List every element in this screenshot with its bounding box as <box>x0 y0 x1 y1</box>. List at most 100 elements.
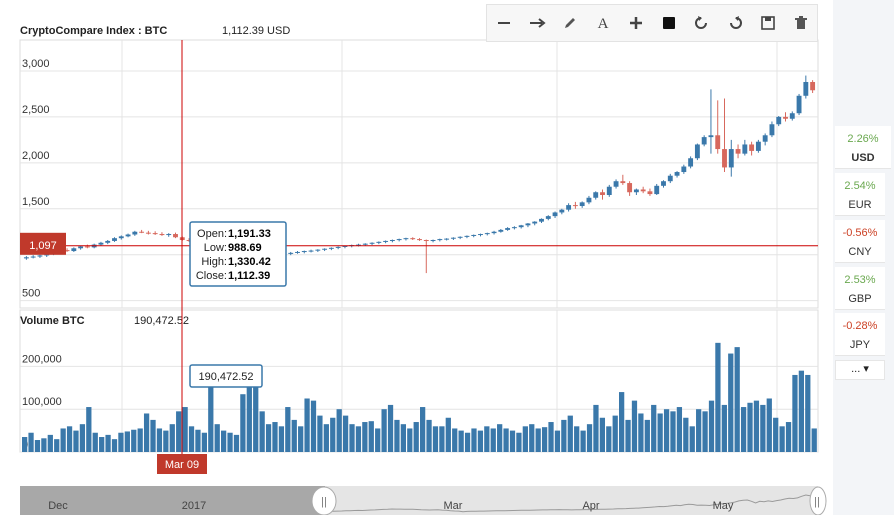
currency-item-usd[interactable]: 2.26% USD <box>835 126 891 169</box>
arrow-right-tool-button[interactable] <box>524 10 550 36</box>
minus-tool-button[interactable] <box>491 10 517 36</box>
volume-bar <box>272 422 278 452</box>
candle-body <box>532 221 538 224</box>
candle-body <box>139 231 145 233</box>
candle-body <box>810 81 816 91</box>
volume-series[interactable] <box>22 342 817 452</box>
volume-bar <box>169 424 175 452</box>
volume-bar <box>452 428 458 452</box>
volume-bar <box>599 417 606 452</box>
candle-body <box>681 166 687 173</box>
currency-item-cny[interactable]: -0.56% CNY <box>835 220 885 263</box>
volume-bar <box>702 411 708 452</box>
volume-bar <box>548 422 554 452</box>
navigator-handle-glyph: || <box>321 496 327 508</box>
candle-body <box>586 197 592 203</box>
candle-body <box>613 181 619 187</box>
volume-bar <box>387 404 394 452</box>
volume-bar <box>394 419 400 452</box>
undo-tool-button[interactable] <box>689 10 715 36</box>
volume-bar <box>676 407 683 452</box>
volume-bar <box>137 428 143 452</box>
crosshair: 1,097 Mar 09 <box>20 40 818 474</box>
volume-bar <box>490 428 496 452</box>
volume-bar <box>143 413 150 452</box>
candle-body <box>105 240 111 243</box>
tooltip-value: 1,112.39 <box>228 270 270 282</box>
candle-body <box>396 239 402 241</box>
volume-bar <box>586 424 593 452</box>
candle-body <box>742 144 748 154</box>
text-tool-button[interactable]: A <box>590 10 616 36</box>
candle-body <box>552 212 558 217</box>
candle-body <box>173 234 178 238</box>
volume-bar <box>535 428 541 452</box>
volume-bar <box>221 430 227 452</box>
square-icon <box>662 17 675 29</box>
volume-bar <box>760 404 766 452</box>
candle-body <box>688 158 694 167</box>
candle-body <box>362 243 368 245</box>
volume-bar <box>259 411 265 452</box>
redo-tool-button[interactable] <box>722 10 748 36</box>
more-currencies-button[interactable]: ... ▾ <box>835 360 885 380</box>
volume-bar <box>105 434 111 452</box>
navigator-handle-glyph: || <box>814 496 820 508</box>
navigator-left-handle[interactable] <box>311 486 337 515</box>
crosshair-date-flag <box>157 454 207 474</box>
volume-bar <box>413 422 419 452</box>
volume-bar <box>631 400 638 452</box>
candle-body <box>322 248 328 250</box>
volume-bar <box>201 432 208 452</box>
candle-body <box>627 183 633 193</box>
candle-body <box>606 186 612 195</box>
volume-bar <box>73 430 79 452</box>
candle-body <box>430 240 436 242</box>
volume-bar <box>439 426 445 452</box>
pencil-tool-button[interactable] <box>557 10 583 36</box>
currency-code: JPY <box>849 339 871 351</box>
volume-bar <box>670 411 676 452</box>
plus-tool-button[interactable] <box>623 10 649 36</box>
volume-bar <box>657 413 663 452</box>
volume-bar <box>522 426 528 452</box>
volume-bar <box>118 432 124 452</box>
candle-body <box>98 242 104 245</box>
navigator-right-handle[interactable] <box>809 486 827 515</box>
volume-bar <box>811 428 817 452</box>
candle-body <box>701 137 707 145</box>
currency-code: EUR <box>848 199 872 211</box>
save-tool-button[interactable] <box>755 10 781 36</box>
price-tick-label: 1,500 <box>22 196 50 208</box>
candle-body <box>71 248 77 252</box>
currency-code: USD <box>851 152 875 164</box>
candle-body <box>620 181 626 184</box>
navigator-trend-line <box>324 494 811 513</box>
currency-item-gbp[interactable]: 2.53% GBP <box>835 267 885 310</box>
price-tick-label: 3,000 <box>22 58 50 70</box>
candle-body <box>579 202 585 207</box>
volume-bar <box>233 434 240 452</box>
volume-bar <box>246 377 252 452</box>
trash-tool-button[interactable] <box>788 10 814 36</box>
currency-item-jpy[interactable]: -0.28% JPY <box>835 313 885 356</box>
candle-body <box>30 256 36 258</box>
candle-body <box>166 234 172 236</box>
candle-body <box>64 250 70 252</box>
volume-chart-value: 190,472.52 <box>134 315 189 327</box>
price-tick-label: 2,000 <box>22 150 50 162</box>
navigator[interactable]: Dec 2017 Mar Apr May || || <box>20 486 827 515</box>
currency-item-eur[interactable]: 2.54% EUR <box>835 173 885 216</box>
volume-bar <box>66 426 73 452</box>
square-tool-button[interactable] <box>656 10 682 36</box>
volume-bar <box>734 347 740 452</box>
volume-bar <box>529 424 535 452</box>
candle-body <box>118 236 124 239</box>
candle-body <box>288 252 294 254</box>
candle-body <box>112 238 117 241</box>
volume-tick-label: 100,000 <box>22 396 62 408</box>
candle-body <box>478 234 483 236</box>
volume-bar <box>785 422 792 452</box>
volume-bar <box>747 402 753 452</box>
